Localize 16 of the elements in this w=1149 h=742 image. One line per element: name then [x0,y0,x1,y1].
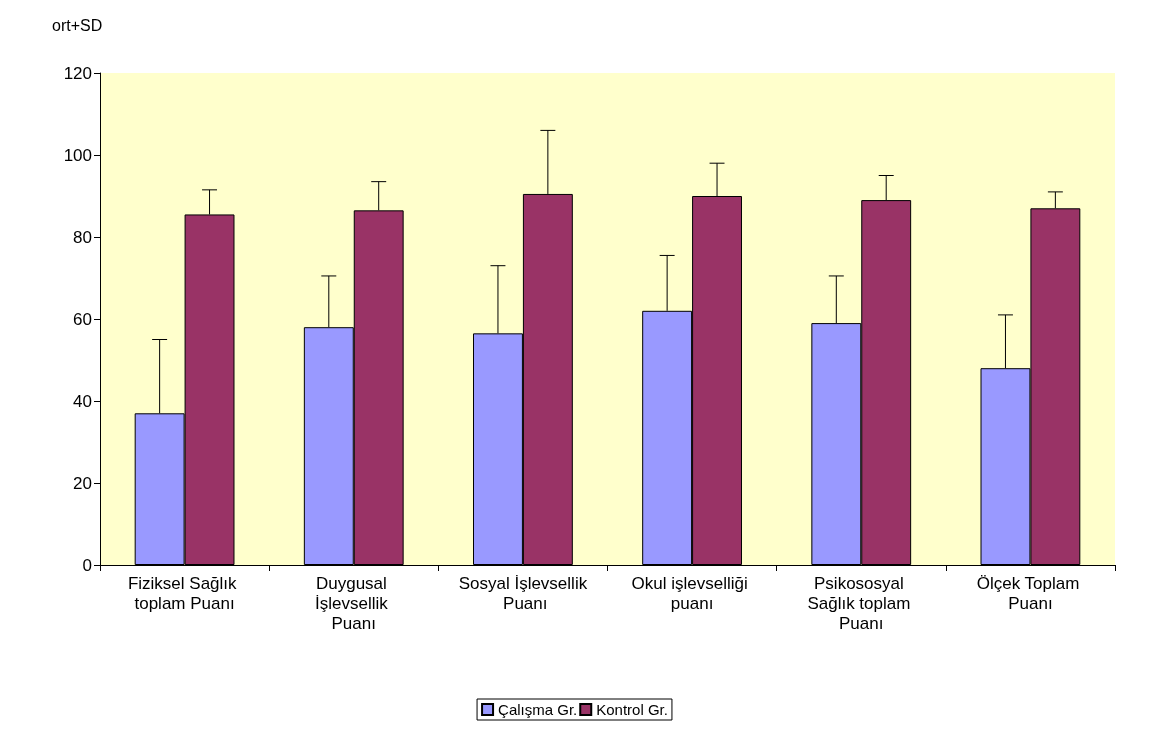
x-tick-label: Psikososyal Sağlık toplam Puanı [807,573,916,633]
y-tick-label: 120 [63,63,92,83]
y-axis-title: ort+SD [52,16,103,34]
x-tick-label: Fiziksel Sağlık toplam Puanı [127,573,242,613]
y-tick-label: 20 [73,473,92,493]
x-tick-label: Okul işlevselliği puanı [631,573,753,613]
legend-label: Kontrol Gr. [596,701,668,718]
y-tick-label: 60 [73,309,92,329]
legend-label: Çalışma Gr. [498,701,578,718]
x-tick-label: Sosyal İşlevsellik Puanı [458,573,588,613]
x-tick-label: Duygusal İşlevsellik Puanı [315,573,393,633]
y-tick-label: 0 [82,555,92,575]
y-tick-label: 80 [73,227,92,247]
y-tick-label: 100 [63,145,92,165]
y-tick-label: 40 [73,391,92,411]
x-tick-label: Ölçek Toplam Puanı [976,573,1085,613]
